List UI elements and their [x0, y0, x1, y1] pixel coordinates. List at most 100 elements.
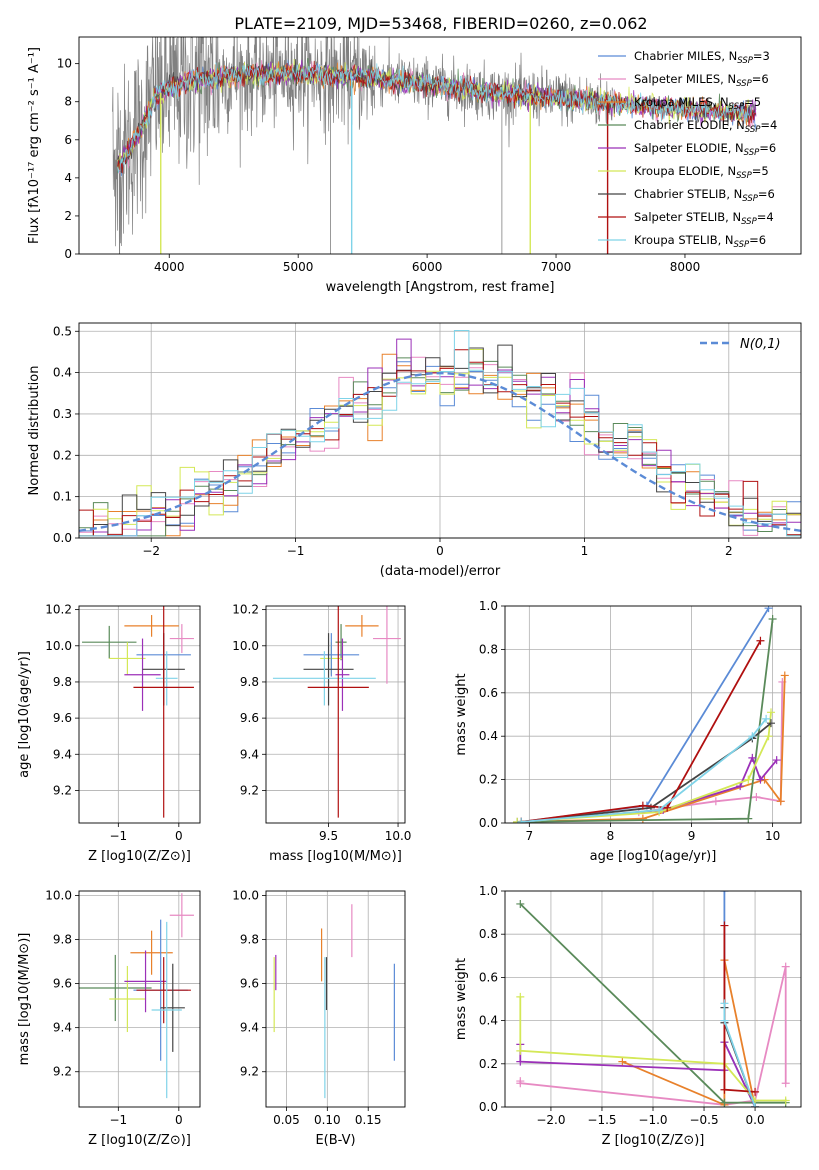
weight-marker-salpeter_miles [781, 962, 790, 971]
weight-marker-salpeter_stelib [638, 801, 647, 810]
axes-frame [78, 890, 201, 1108]
axes-frame [78, 322, 802, 539]
weight-marker-chabrier_elodie [720, 1098, 729, 1107]
x-tick-label: −1.0 [638, 1113, 667, 1127]
y-tick-label: 0.2 [479, 1057, 498, 1071]
plot-area [82, 606, 194, 818]
histogram-kroupa_elodie [79, 349, 801, 537]
normal-curve [79, 371, 801, 532]
y-tick-label: 0.4 [479, 729, 498, 743]
x-tick-label: −2 [142, 544, 160, 558]
y-tick-label: 9.2 [53, 783, 72, 797]
weight-marker-salpeter_miles [516, 1079, 525, 1088]
weight-marker-salpeter_stelib [663, 803, 672, 812]
x-tick-label: 7 [526, 829, 534, 843]
x-tick-label: 10 [765, 829, 780, 843]
x-axis-label: E(B-V) [315, 1133, 355, 1148]
y-tick-label: 0.4 [479, 1014, 498, 1028]
weight-marker-kroupa_stelib [720, 1016, 729, 1025]
weight-marker-kroupa_miles [618, 1057, 627, 1066]
axes-frame [265, 605, 406, 824]
legend-label-kroupa_stelib: Kroupa STELIB, NSSP=6 [634, 233, 766, 250]
weight-marker-salpeter_elodie [772, 756, 781, 765]
weight-marker-salpeter_elodie [516, 1057, 525, 1066]
plot-area [79, 330, 801, 537]
y-tick-label: 0.5 [53, 324, 72, 338]
y-axis-label: mass weight [454, 958, 469, 1040]
y-tick-label: 0.6 [479, 686, 498, 700]
legend-label-kroupa_elodie: Kroupa ELODIE, NSSP=5 [634, 164, 769, 181]
chart-weight_vs_age: 7 8 9 10 0.0 0.2 0.4 0.6 0.8 1.0 age [log10(age/yr… [454, 599, 802, 864]
y-tick-label: 9.8 [53, 932, 72, 946]
y-tick-label: 0.4 [53, 366, 72, 380]
chart-mass_vs_Z: −1 0 9.2 9.4 9.6 9.8 10.0 Z [log10(Z/Z⊙)] mass [… [17, 888, 201, 1148]
y-axis-label: mass [log10(M/M⊙)] [17, 933, 32, 1066]
weight-marker-kroupa_miles [638, 814, 647, 823]
y-tick-label: 9.6 [53, 977, 72, 991]
y-tick-label: 9.8 [240, 675, 259, 689]
y-tick-label: 0 [64, 247, 72, 261]
x-axis-label: wavelength [Angstrom, rest frame] [326, 280, 555, 295]
weight-marker-salpeter_stelib [720, 1085, 729, 1094]
histogram-chabrier_miles [79, 361, 801, 537]
y-tick-label: 0.6 [479, 970, 498, 984]
weight-marker-chabrier_miles [764, 606, 773, 613]
legend-label-chabrier_miles: Chabrier MILES, NSSP=3 [634, 49, 770, 66]
model-spectrum-kroupa_stelib [117, 62, 750, 174]
weight-marker-kroupa_stelib [655, 805, 664, 814]
y-axis-label: mass weight [454, 673, 469, 755]
axes-frame [504, 890, 802, 1108]
x-tick-label: 6000 [412, 260, 443, 274]
chart-age_vs_Z: −1 0 9.2 9.4 9.6 9.8 10.0 10.2 Z [log10(Z/Z⊙)] ag… [17, 603, 201, 864]
y-tick-label: 10.0 [232, 888, 259, 902]
x-tick-label: 7000 [541, 260, 572, 274]
x-tick-label: 0.10 [314, 1113, 341, 1127]
x-tick-label: 10.0 [385, 829, 412, 843]
x-tick-label: 0.0 [746, 1113, 765, 1127]
y-tick-label: 0.8 [479, 927, 498, 941]
x-tick-label: 8000 [670, 260, 701, 274]
observed-spectrum-line [112, 37, 613, 254]
y-tick-label: 2 [64, 209, 72, 223]
weight-marker-salpeter_miles [752, 792, 761, 801]
y-tick-label: 10.2 [232, 603, 259, 617]
weight-marker-kroupa_stelib [748, 732, 757, 741]
chart-spectrum: 4000 5000 6000 7000 8000 0 2 4 6 8 10 wavelength [A… [27, 36, 802, 295]
weight-marker-salpeter_stelib [720, 921, 729, 930]
x-tick-label: 0 [175, 829, 183, 843]
y-tick-label: 10.0 [232, 639, 259, 653]
y-tick-label: 10.0 [45, 639, 72, 653]
weight-marker-kroupa_elodie [781, 1096, 790, 1105]
weight-line-chabrier_stelib [521, 722, 772, 823]
weight-marker-kroupa_elodie [764, 732, 773, 741]
y-tick-label: 0.0 [479, 1100, 498, 1114]
weight-marker-kroupa_stelib [762, 714, 771, 723]
legend-label-salpeter_stelib: Salpeter STELIB, NSSP=4 [634, 210, 774, 227]
x-tick-label: 8 [607, 829, 615, 843]
weight-marker-salpeter_elodie [748, 753, 757, 762]
x-tick-label: 4000 [154, 260, 185, 274]
y-tick-label: 9.8 [240, 932, 259, 946]
x-axis-label: Z [log10(Z/Z⊙)] [88, 849, 191, 864]
histogram-salpeter_stelib [79, 349, 801, 537]
y-axis-label: age [log10(age/yr)] [17, 651, 32, 778]
x-tick-label: −1 [109, 1113, 127, 1127]
y-tick-label: 8 [64, 95, 72, 109]
weight-line-chabrier_elodie [519, 903, 786, 1104]
chart-age_vs_mass: 9.5 10.0 9.2 9.4 9.6 9.8 10.0 10.2 mass [log10(M… [232, 603, 412, 864]
x-tick-label: 0.15 [355, 1113, 382, 1127]
weight-marker-kroupa_miles [776, 797, 785, 806]
y-tick-label: 10 [57, 57, 72, 71]
y-tick-label: 0.0 [53, 531, 72, 545]
weight-marker-salpeter_elodie [756, 775, 765, 784]
axes-frame [78, 605, 201, 824]
weight-marker-kroupa_elodie [516, 992, 525, 1001]
weight-marker-chabrier_miles [720, 891, 729, 895]
chart-mass_vs_ebv: 0.05 0.10 0.15 9.2 9.4 9.6 9.8 10.0 E(B-V) [232, 888, 406, 1148]
weight-marker-salpeter_stelib [756, 636, 765, 645]
y-tick-label: 9.2 [240, 1065, 259, 1079]
legend-label-salpeter_elodie: Salpeter ELODIE, NSSP=6 [634, 141, 776, 158]
x-axis-label: (data-model)/error [380, 564, 501, 579]
y-tick-label: 4 [64, 171, 72, 185]
